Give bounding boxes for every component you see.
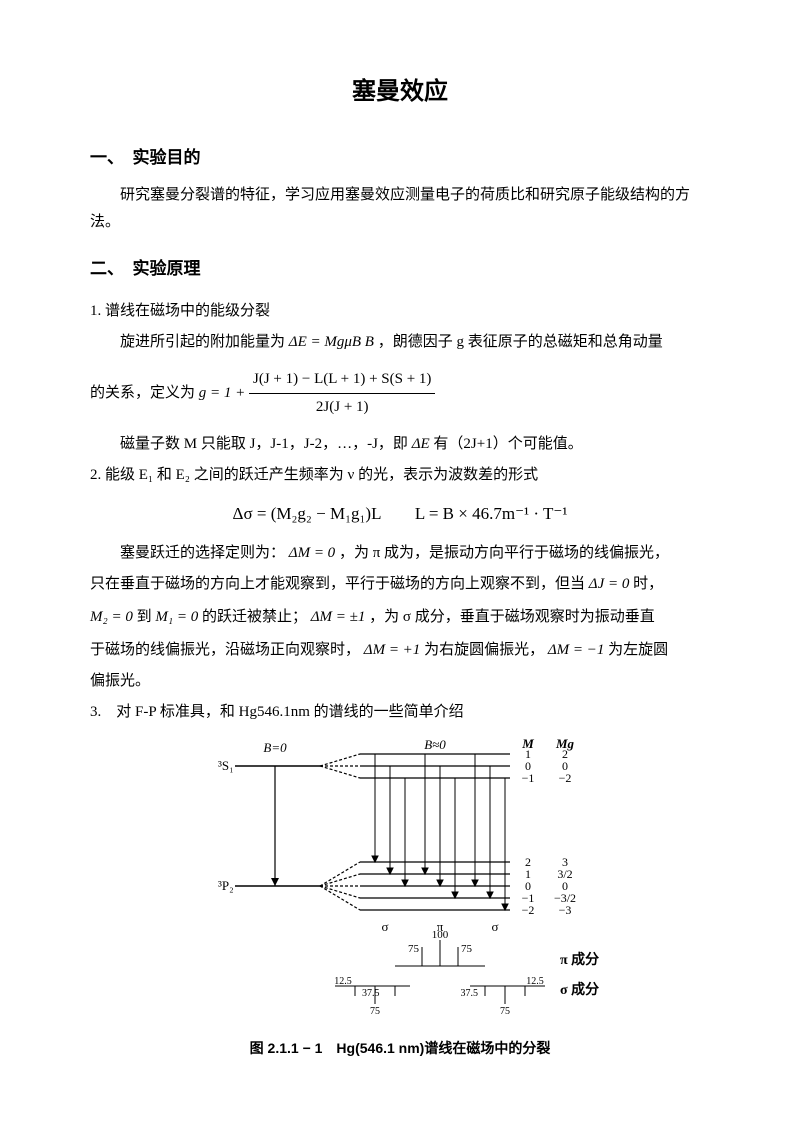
formula-dE: ΔE = MgμB B [289, 334, 374, 350]
sub2-p5: 偏振光。 [90, 668, 710, 695]
sigma-label-1: σ [381, 919, 388, 934]
m2-0: M₂ = 0 [90, 609, 133, 625]
frac-num: J(J + 1) − L(L + 1) + S(S + 1) [249, 366, 435, 394]
sub1-p1b: ，朗德因子 g 表征原子的总磁矩和总角动量 [378, 334, 663, 350]
sub2-p4: 于磁场的线偏振光，沿磁场正向观察时， ΔM = +1 为右旋圆偏振光， ΔM =… [90, 637, 710, 664]
pi-75l: 75 [408, 943, 420, 955]
g-fraction: J(J + 1) − L(L + 1) + S(S + 1) 2J(J + 1) [249, 366, 435, 421]
section1-heading: 一、 实验目的 [90, 143, 710, 174]
section1-p1: 研究塞曼分裂谱的特征，学习应用塞曼效应测量电子的荷质比和研究原子能级结构的方法。 [90, 182, 710, 236]
sub2-p1a: 塞曼跃迁的选择定则为： [120, 545, 285, 561]
sub2-p3b: 的跃迁被禁止； [202, 609, 307, 625]
sub2-p2: 只在垂直于磁场的方向上才能观察到，平行于磁场的方向上观察不到，但当 ΔJ = 0… [90, 571, 710, 598]
page-title: 塞曼效应 [90, 70, 710, 113]
s-375b: 37.5 [461, 988, 479, 999]
pi-75r: 75 [461, 943, 473, 955]
dmn1: ΔM = −1 [548, 642, 605, 658]
sub2-p3: M₂ = 0 到 M₁ = 0 的跃迁被禁止； ΔM = ±1 ，为 σ 成分，… [90, 604, 710, 631]
sub2-p1b: ，为 π 成为，是振动方向平行于磁场的线偏振光， [339, 545, 669, 561]
s-75b: 75 [500, 1006, 510, 1016]
s-125b: 12.5 [526, 976, 544, 987]
m1-0: M₁ = 0 [155, 609, 198, 625]
sub2-heading: 2. 能级 E₁ 和 E₂ 之间的跃迁产生频率为 ν 的光，表示为波数差的形式 [90, 462, 710, 489]
s-75a: 75 [370, 1006, 380, 1016]
s-125a: 12.5 [334, 976, 352, 987]
sub1-p2a: 的关系，定义为 [90, 385, 195, 401]
pi-100: 100 [432, 929, 449, 941]
p2-label: ³P₂ [218, 878, 234, 893]
sub2-p4b: 为右旋圆偏振光， [424, 642, 544, 658]
sub1-p3: 磁量子数 M 只能取 J，J-1，J-2，…，-J，即 ΔE 有（2J+1）个可… [90, 431, 710, 458]
sub1-p3b: 有（2J+1）个可能值。 [433, 436, 582, 452]
bn0-label: B≈0 [424, 737, 446, 752]
dmp1: ΔM = +1 [364, 642, 421, 658]
svg-text:−3: −3 [559, 903, 572, 917]
sub1-p1: 旋进所引起的附加能量为 ΔE = MgμB B ，朗德因子 g 表征原子的总磁矩… [90, 329, 710, 356]
sub2-p4a: 于磁场的线偏振光，沿磁场正向观察时， [90, 642, 360, 658]
sub1-p1a: 旋进所引起的附加能量为 [120, 334, 285, 350]
figure-caption: 图 2.1.1 − 1 Hg(546.1 nm)谱线在磁场中的分裂 [90, 1036, 710, 1061]
sub1-heading: 1. 谱线在磁场中的能级分裂 [90, 298, 710, 325]
sub3: 3. 对 F-P 标准具，和 Hg546.1nm 的谱线的一些简单介绍 [90, 699, 710, 726]
sub2-p2a: 只在垂直于磁场的方向上才能观察到，平行于磁场的方向上观察不到，但当 [90, 576, 585, 592]
sub1-p2: 的关系，定义为 g = 1 + J(J + 1) − L(L + 1) + S(… [90, 366, 710, 421]
frac-den: 2J(J + 1) [249, 394, 435, 421]
b0-label: B=0 [263, 740, 287, 755]
s-375a: 37.5 [362, 988, 380, 999]
section2-heading: 二、 实验原理 [90, 254, 710, 285]
svg-text:−1: −1 [522, 771, 535, 785]
dj0: ΔJ = 0 [589, 576, 630, 592]
formula-sigma: Δσ = (M₂g₂ − M₁g₁)L L = B × 46.7m⁻¹ · T⁻… [90, 499, 710, 530]
sigma-label-2: σ [491, 919, 498, 934]
energy-level-figure: σ π σ 100 75 75 12.5 37.5 75 37.5 75 12.… [90, 736, 710, 1026]
sub2-p2b: 时， [633, 576, 663, 592]
sub2-p1: 塞曼跃迁的选择定则为： ΔM = 0 ，为 π 成为，是振动方向平行于磁场的线偏… [90, 540, 710, 567]
pi-comp-label: π 成分 [560, 951, 599, 968]
svg-text:−2: −2 [522, 903, 535, 917]
to: 到 [137, 609, 152, 625]
sub1-p3a: 磁量子数 M 只能取 J，J-1，J-2，…，-J，即 [120, 436, 408, 452]
sub2-p3c: ，为 σ 成分，垂直于磁场观察时为振动垂直 [369, 609, 655, 625]
deltaE: ΔE [412, 436, 430, 452]
dm1: ΔM = ±1 [311, 609, 366, 625]
svg-text:−2: −2 [559, 771, 572, 785]
sigma-comp-label: σ 成分 [560, 981, 599, 998]
dm0: ΔM = 0 [289, 545, 335, 561]
sub2-p4c: 为左旋圆 [608, 642, 668, 658]
g-prefix: g = 1 + [199, 385, 249, 401]
s1-label: ³S₁ [218, 758, 234, 773]
